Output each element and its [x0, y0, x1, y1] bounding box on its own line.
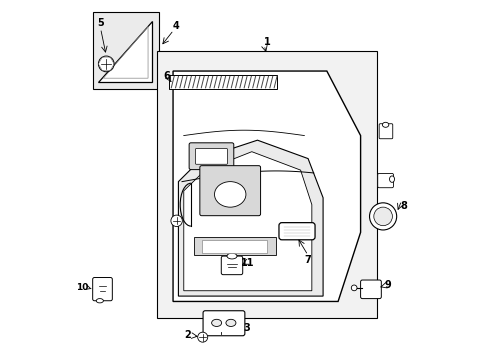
Text: 5: 5	[97, 18, 104, 28]
FancyBboxPatch shape	[377, 174, 393, 188]
FancyBboxPatch shape	[378, 124, 392, 139]
Text: 3: 3	[243, 323, 249, 333]
Circle shape	[350, 285, 356, 291]
Text: 1: 1	[264, 37, 270, 48]
Circle shape	[369, 203, 396, 230]
Polygon shape	[183, 152, 311, 291]
Text: 8: 8	[399, 201, 406, 211]
Circle shape	[373, 207, 391, 226]
FancyBboxPatch shape	[189, 143, 233, 170]
FancyBboxPatch shape	[93, 278, 112, 301]
Ellipse shape	[382, 122, 388, 127]
Ellipse shape	[214, 182, 245, 207]
FancyBboxPatch shape	[360, 280, 381, 298]
Circle shape	[98, 56, 114, 72]
Ellipse shape	[96, 298, 103, 303]
Polygon shape	[194, 237, 276, 255]
Polygon shape	[201, 240, 266, 253]
FancyBboxPatch shape	[93, 12, 159, 89]
Ellipse shape	[226, 253, 237, 259]
Text: 7: 7	[304, 255, 311, 265]
Polygon shape	[173, 71, 360, 301]
Text: 10: 10	[76, 283, 89, 292]
FancyBboxPatch shape	[203, 311, 244, 336]
Ellipse shape	[389, 176, 394, 183]
Text: 2: 2	[183, 330, 190, 341]
Ellipse shape	[225, 319, 235, 327]
FancyBboxPatch shape	[157, 51, 376, 318]
Text: 4: 4	[172, 21, 179, 31]
FancyBboxPatch shape	[221, 256, 242, 275]
Polygon shape	[178, 140, 323, 296]
Text: 11: 11	[241, 258, 254, 268]
FancyBboxPatch shape	[195, 149, 227, 164]
Polygon shape	[98, 21, 151, 82]
Ellipse shape	[211, 319, 221, 327]
FancyBboxPatch shape	[200, 166, 260, 216]
Text: 9: 9	[383, 280, 390, 291]
Text: 6: 6	[163, 71, 170, 81]
FancyBboxPatch shape	[278, 222, 314, 240]
Circle shape	[197, 332, 207, 342]
Circle shape	[171, 215, 182, 226]
FancyBboxPatch shape	[169, 75, 276, 89]
